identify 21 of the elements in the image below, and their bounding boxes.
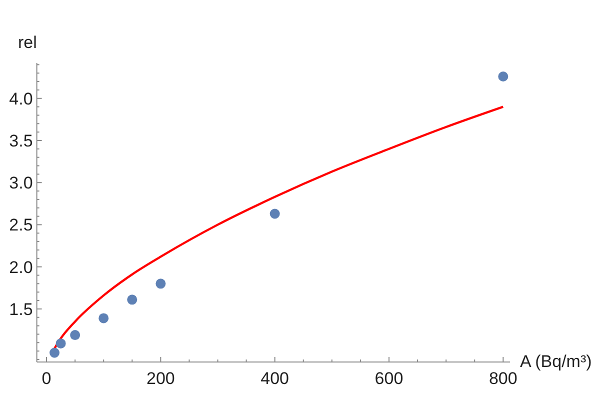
- point: [50, 348, 60, 358]
- point: [498, 71, 508, 82]
- point: [56, 338, 66, 348]
- y-tick-label: 2.5: [9, 216, 33, 235]
- y-axis-title: rel: [18, 33, 37, 52]
- y-tick-label: 1.5: [9, 300, 33, 319]
- point: [98, 313, 109, 324]
- point: [127, 294, 138, 305]
- y-tick-label: 2.0: [9, 258, 33, 277]
- x-tick-label: 200: [146, 369, 175, 388]
- x-tick-label: 400: [260, 369, 290, 388]
- y-tick-label: 4.0: [9, 89, 33, 108]
- point: [70, 330, 80, 340]
- point: [156, 278, 166, 289]
- x-tick-label: 600: [374, 369, 404, 388]
- x-tick-label: 800: [488, 369, 518, 388]
- y-tick-label: 3.5: [9, 131, 33, 150]
- x-axis-title: A (Bq/m³): [520, 352, 592, 371]
- point: [270, 208, 280, 219]
- x-tick-label: 0: [42, 369, 52, 388]
- y-tick-label: 3.0: [9, 174, 33, 193]
